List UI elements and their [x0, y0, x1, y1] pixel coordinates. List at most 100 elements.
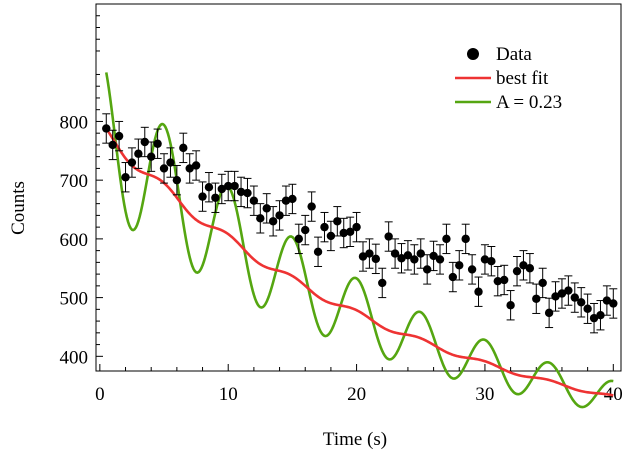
data-point: [538, 278, 547, 288]
data-point: [384, 232, 393, 241]
data-point: [217, 184, 226, 194]
data-point: [609, 299, 618, 308]
data-point: [429, 251, 438, 261]
data-point: [519, 261, 528, 270]
series-line-best-fit: [105, 127, 614, 397]
x-tick-label: 30: [475, 384, 494, 405]
data-point: [294, 234, 304, 244]
data-point: [320, 222, 329, 232]
y-axis-label: Counts: [8, 181, 29, 235]
data-point: [159, 164, 169, 173]
data-point: [140, 137, 149, 147]
data-point: [281, 196, 291, 205]
legend: Data best fit A = 0.23: [455, 44, 562, 113]
data-point: [301, 225, 310, 235]
data-point: [358, 252, 368, 261]
data-point: [224, 181, 233, 191]
data-point: [333, 217, 342, 226]
data-point: [461, 234, 470, 244]
data-point: [256, 214, 265, 223]
data-point: [378, 278, 387, 288]
y-tick-label: 700: [60, 171, 89, 192]
legend-label: best fit: [496, 68, 549, 89]
data-point: [243, 188, 252, 198]
data-point: [487, 256, 496, 266]
y-tick-label: 800: [60, 112, 89, 133]
data-point: [397, 254, 406, 263]
data-point: [108, 140, 117, 150]
data-point: [371, 254, 381, 264]
plot-marks: [102, 72, 618, 409]
data-point: [455, 261, 464, 270]
data-point: [551, 292, 560, 301]
x-axis-label: Time (s): [323, 429, 387, 450]
data-point: [345, 227, 355, 237]
data-point: [596, 311, 605, 320]
data-point: [268, 217, 278, 226]
data-point: [134, 149, 143, 158]
data-point: [577, 298, 586, 307]
data-point: [121, 173, 130, 182]
data-point: [114, 131, 124, 141]
data-point: [499, 275, 509, 285]
data-point: [127, 158, 137, 167]
y-tick-label: 600: [60, 230, 89, 251]
data-point: [410, 255, 419, 264]
data-point: [211, 193, 220, 202]
x-tick-label: 10: [219, 384, 238, 405]
data-point: [390, 249, 400, 258]
data-point: [544, 308, 554, 318]
data-point: [172, 175, 182, 185]
plot-frame: [95, 3, 622, 372]
data-point: [230, 181, 239, 191]
data-point: [352, 222, 361, 232]
data-point: [191, 161, 201, 170]
data-point: [442, 234, 451, 244]
legend-label: Data: [496, 44, 532, 65]
data-point: [339, 228, 348, 238]
data-point: [532, 294, 541, 303]
data-point: [493, 276, 502, 286]
data-point: [416, 249, 425, 258]
data-point: [326, 231, 336, 241]
data-point: [102, 124, 111, 133]
data-point: [583, 304, 592, 313]
data-point: [435, 255, 445, 264]
x-tick-label: 20: [347, 384, 366, 405]
y-tick-label: 500: [60, 289, 89, 310]
data-point: [198, 192, 207, 201]
data-point: [525, 264, 535, 273]
data-point: [313, 247, 323, 256]
data-point: [365, 249, 374, 258]
data-point: [262, 204, 271, 213]
data-point: [403, 251, 413, 260]
data-point: [249, 196, 259, 205]
data-point: [564, 286, 573, 295]
data-point: [288, 194, 297, 204]
data-point: [236, 187, 246, 197]
series-line-a-0-23: [104, 72, 614, 409]
data-point: [166, 158, 175, 167]
data-point: [467, 265, 477, 274]
data-point: [179, 143, 188, 153]
data-point: [153, 139, 162, 148]
data-point: [448, 272, 458, 282]
data-point: [512, 266, 522, 276]
data-point: [480, 255, 490, 264]
data-point: [275, 211, 284, 220]
data-point: [185, 164, 194, 173]
y-tick-label: 400: [60, 347, 89, 368]
data-point: [557, 289, 567, 298]
data-point: [146, 152, 156, 161]
data-point: [589, 313, 599, 323]
legend-marker-data: [467, 48, 479, 60]
x-tick-label: 0: [95, 384, 105, 405]
data-point: [506, 301, 515, 310]
data-point: [602, 296, 612, 305]
legend-label: A = 0.23: [496, 92, 562, 113]
data-point: [474, 287, 483, 296]
data-point: [422, 265, 432, 274]
data-point: [307, 202, 316, 211]
